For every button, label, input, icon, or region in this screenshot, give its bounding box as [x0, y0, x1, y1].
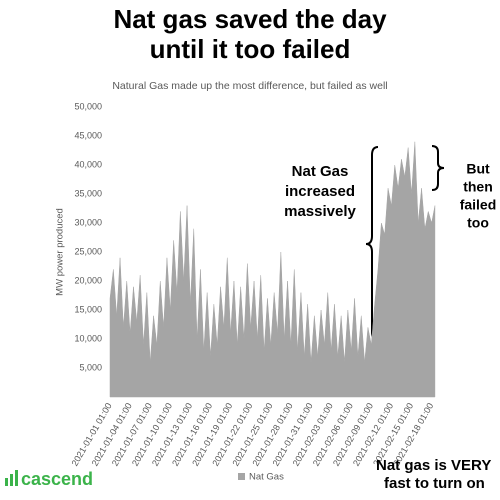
y-tick-label: 40,000 [74, 159, 102, 169]
chart-title: Nat gas saved the day [113, 4, 387, 34]
y-tick-label: 35,000 [74, 188, 102, 198]
annotation: massively [284, 203, 356, 220]
y-tick-label: 50,000 [74, 101, 102, 111]
y-tick-label: 15,000 [74, 304, 102, 314]
brace [431, 145, 445, 191]
annotation: fast to turn on [384, 475, 485, 492]
annotation: failed [460, 197, 497, 213]
y-tick-label: 25,000 [74, 246, 102, 256]
legend-swatch [238, 473, 245, 480]
annotation: Nat gas is VERY [376, 457, 491, 474]
logo: cascend [5, 469, 93, 489]
y-axis-label: MW power produced [55, 208, 66, 296]
legend-label: Nat Gas [249, 472, 284, 483]
y-tick-label: 5,000 [79, 362, 102, 372]
logo-bar [15, 470, 18, 486]
y-tick-label: 20,000 [74, 275, 102, 285]
logo-text: cascend [21, 469, 93, 489]
chart-title: until it too failed [150, 34, 351, 64]
annotation: then [463, 179, 493, 195]
y-tick-label: 30,000 [74, 217, 102, 227]
annotation: But [466, 161, 490, 177]
logo-bar [5, 478, 8, 486]
area [109, 141, 436, 398]
y-tick-label: 45,000 [74, 130, 102, 140]
annotation: increased [285, 183, 355, 200]
logo-bar [10, 474, 13, 486]
annotation: Nat Gas [292, 163, 349, 180]
chart-subtitle: Natural Gas made up the most difference,… [112, 80, 387, 92]
y-tick-label: 10,000 [74, 333, 102, 343]
annotation: too [467, 215, 489, 231]
